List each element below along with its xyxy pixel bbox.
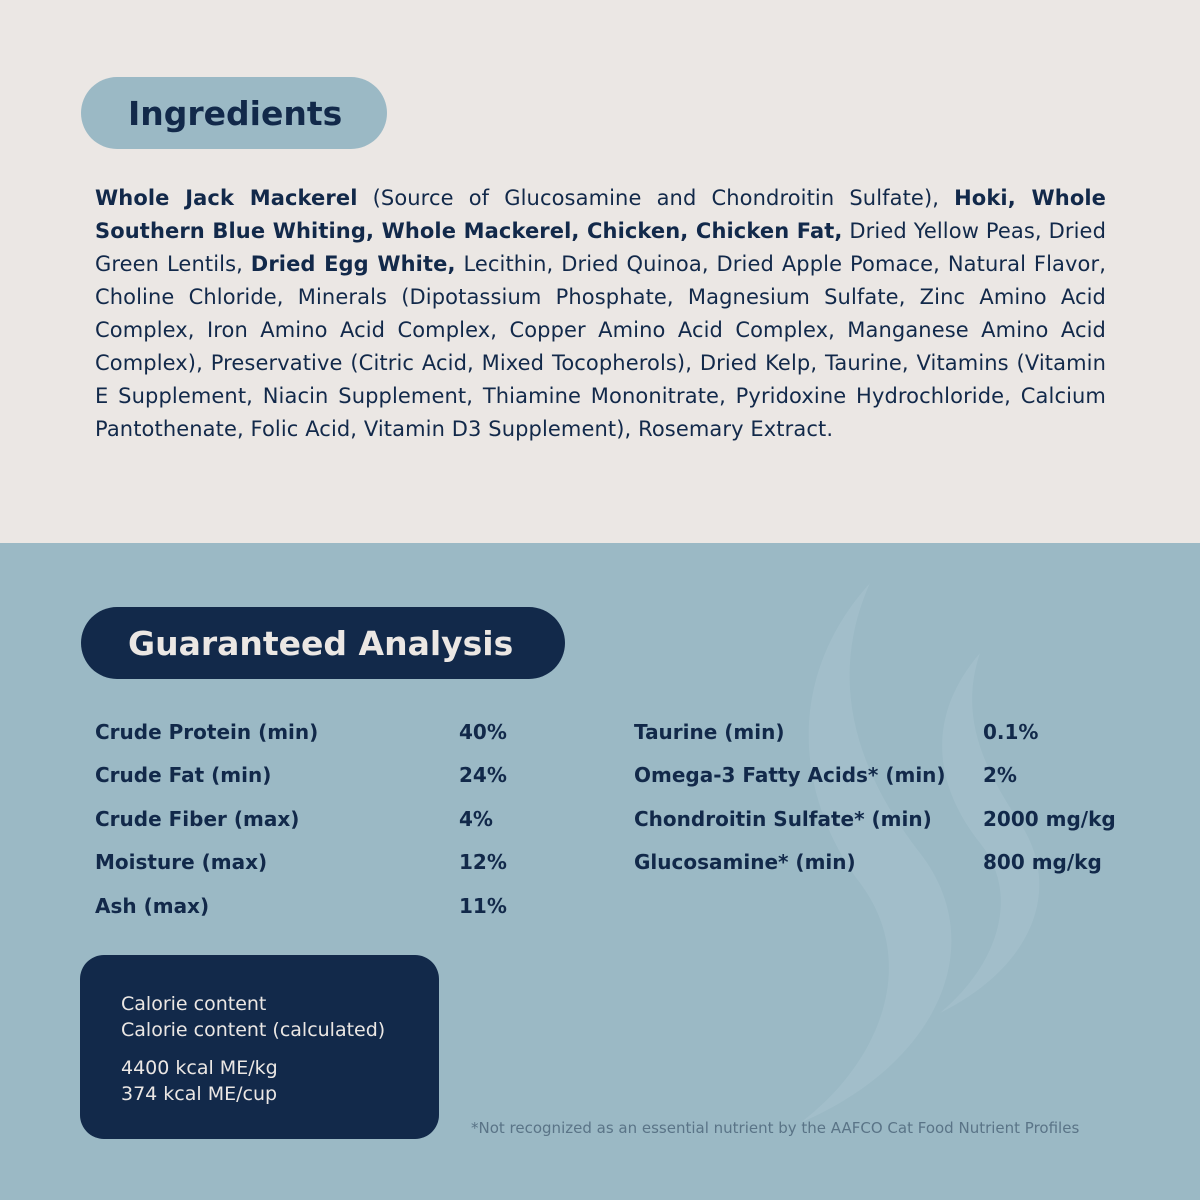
calorie-content-box: Calorie content Calorie content (calcula…: [80, 955, 439, 1139]
calorie-per-cup: 374 kcal ME/cup: [121, 1083, 278, 1105]
analysis-label: Crude Fiber (max): [95, 807, 300, 831]
flame-watermark-icon: [800, 583, 1040, 1123]
calorie-per-kg: 4400 kcal ME/kg: [121, 1057, 278, 1079]
footnote: *Not recognized as an essential nutrient…: [471, 1119, 1080, 1137]
analysis-label: Chondroitin Sulfate* (min): [634, 807, 932, 831]
analysis-label: Taurine (min): [634, 720, 785, 744]
analysis-value: 4%: [459, 807, 493, 831]
ingredients-heading: Ingredients: [81, 77, 387, 149]
ingredient-segment: Dried Yellow Peas, Dried Green Lentils,: [95, 219, 1107, 276]
ingredient-segment: (Source of Glucosamine and Chondroitin S…: [357, 186, 955, 210]
analysis-value: 2000 mg/kg: [983, 807, 1116, 831]
ingredient-segment: Lecithin, Dried Quinoa, Dried Apple Poma…: [95, 252, 1106, 441]
analysis-value: 0.1%: [983, 720, 1039, 744]
calorie-label: Calorie content: [121, 993, 267, 1015]
ingredient-segment: Hoki, Whole Southern Blue Whiting, Whole…: [95, 186, 1106, 243]
analysis-label: Crude Protein (min): [95, 720, 319, 744]
analysis-label: Moisture (max): [95, 850, 268, 874]
ingredient-segment: Whole Jack Mackerel: [95, 186, 358, 210]
analysis-value: 2%: [983, 763, 1017, 787]
analysis-label: Ash (max): [95, 894, 210, 918]
analysis-title: Guaranteed Analysis: [128, 623, 514, 663]
analysis-value: 12%: [459, 850, 507, 874]
ingredients-list: Whole Jack Mackerel (Source of Glucosami…: [95, 182, 1106, 446]
ingredients-title: Ingredients: [128, 93, 343, 133]
analysis-label: Glucosamine* (min): [634, 850, 856, 874]
analysis-value: 11%: [459, 894, 507, 918]
analysis-value: 24%: [459, 763, 507, 787]
calorie-label-calculated: Calorie content (calculated): [121, 1019, 386, 1041]
ingredient-segment: Dried Egg White,: [250, 252, 456, 276]
analysis-value: 40%: [459, 720, 507, 744]
analysis-label: Omega-3 Fatty Acids* (min): [634, 763, 946, 787]
analysis-label: Crude Fat (min): [95, 763, 272, 787]
ingredients-section: Ingredients Whole Jack Mackerel (Source …: [0, 0, 1200, 543]
analysis-section: Guaranteed Analysis Crude Protein (min) …: [0, 543, 1200, 1200]
analysis-heading: Guaranteed Analysis: [81, 607, 565, 679]
analysis-value: 800 mg/kg: [983, 850, 1102, 874]
